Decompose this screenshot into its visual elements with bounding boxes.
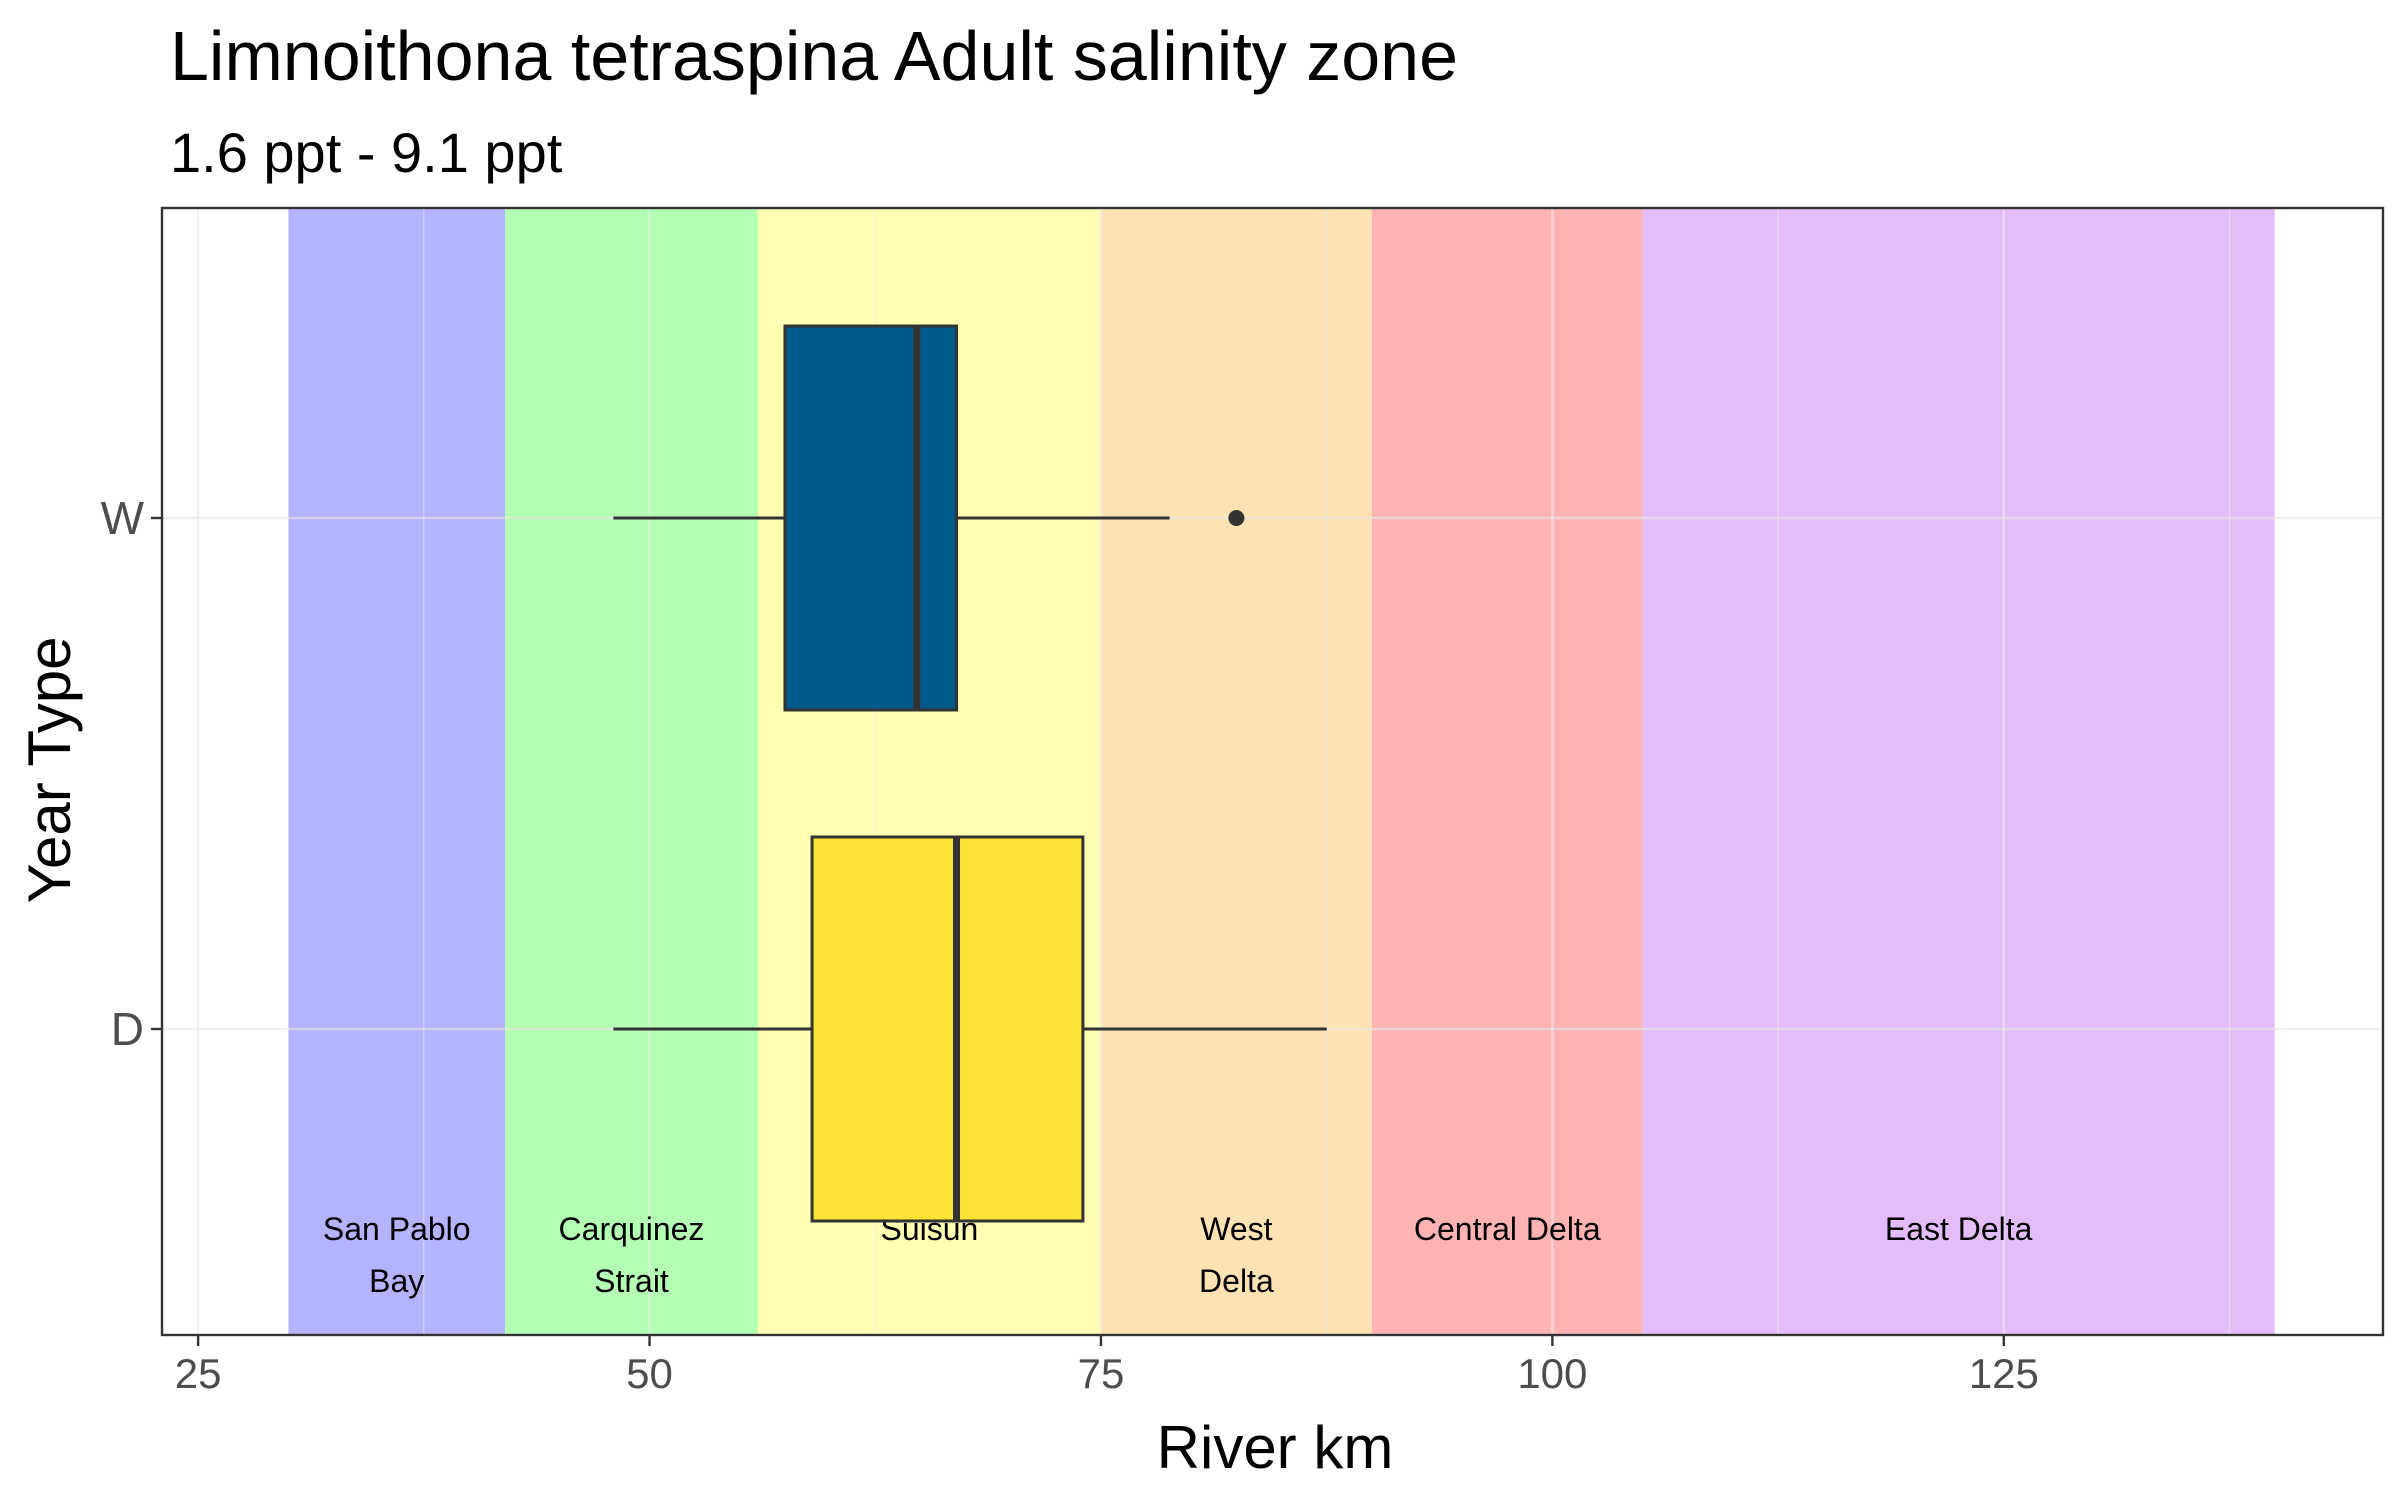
chart-subtitle: 1.6 ppt - 9.1 ppt: [170, 121, 563, 184]
zone-band-4: [1371, 208, 1643, 1335]
x-axis-title: River km: [1157, 1414, 1394, 1481]
zone-band-1: [505, 208, 758, 1335]
x-tick-label-0: 25: [175, 1350, 222, 1397]
x-tick-label-3: 100: [1517, 1350, 1587, 1397]
zone-label-0: San Pablo Bay: [323, 1211, 471, 1299]
box-w: [783, 324, 959, 712]
zone-band-5: [1642, 208, 2275, 1335]
zone-label-4: Central Delta: [1414, 1211, 1601, 1247]
panel-border: [160, 206, 2385, 1337]
x-tick-label-1: 50: [626, 1350, 673, 1397]
box-d: [810, 835, 1085, 1223]
zone-band-0: [288, 208, 506, 1335]
x-tick-label-4: 125: [1969, 1350, 2039, 1397]
outlier-point-w-0: [1228, 510, 1245, 526]
y-axis-title: Year Type: [16, 637, 83, 904]
zone-band-3: [1100, 208, 1372, 1335]
x-tick-label-2: 75: [1078, 1350, 1125, 1397]
y-tick-label-W: W: [101, 492, 145, 544]
y-tick-label-D: D: [111, 1003, 144, 1055]
zone-label-5: East Delta: [1885, 1211, 2033, 1247]
chart-title: Limnoithona tetraspina Adult salinity zo…: [170, 17, 1458, 95]
zone-label-1: Carquinez Strait: [559, 1211, 705, 1299]
zone-label-3: West Delta: [1199, 1211, 1274, 1299]
